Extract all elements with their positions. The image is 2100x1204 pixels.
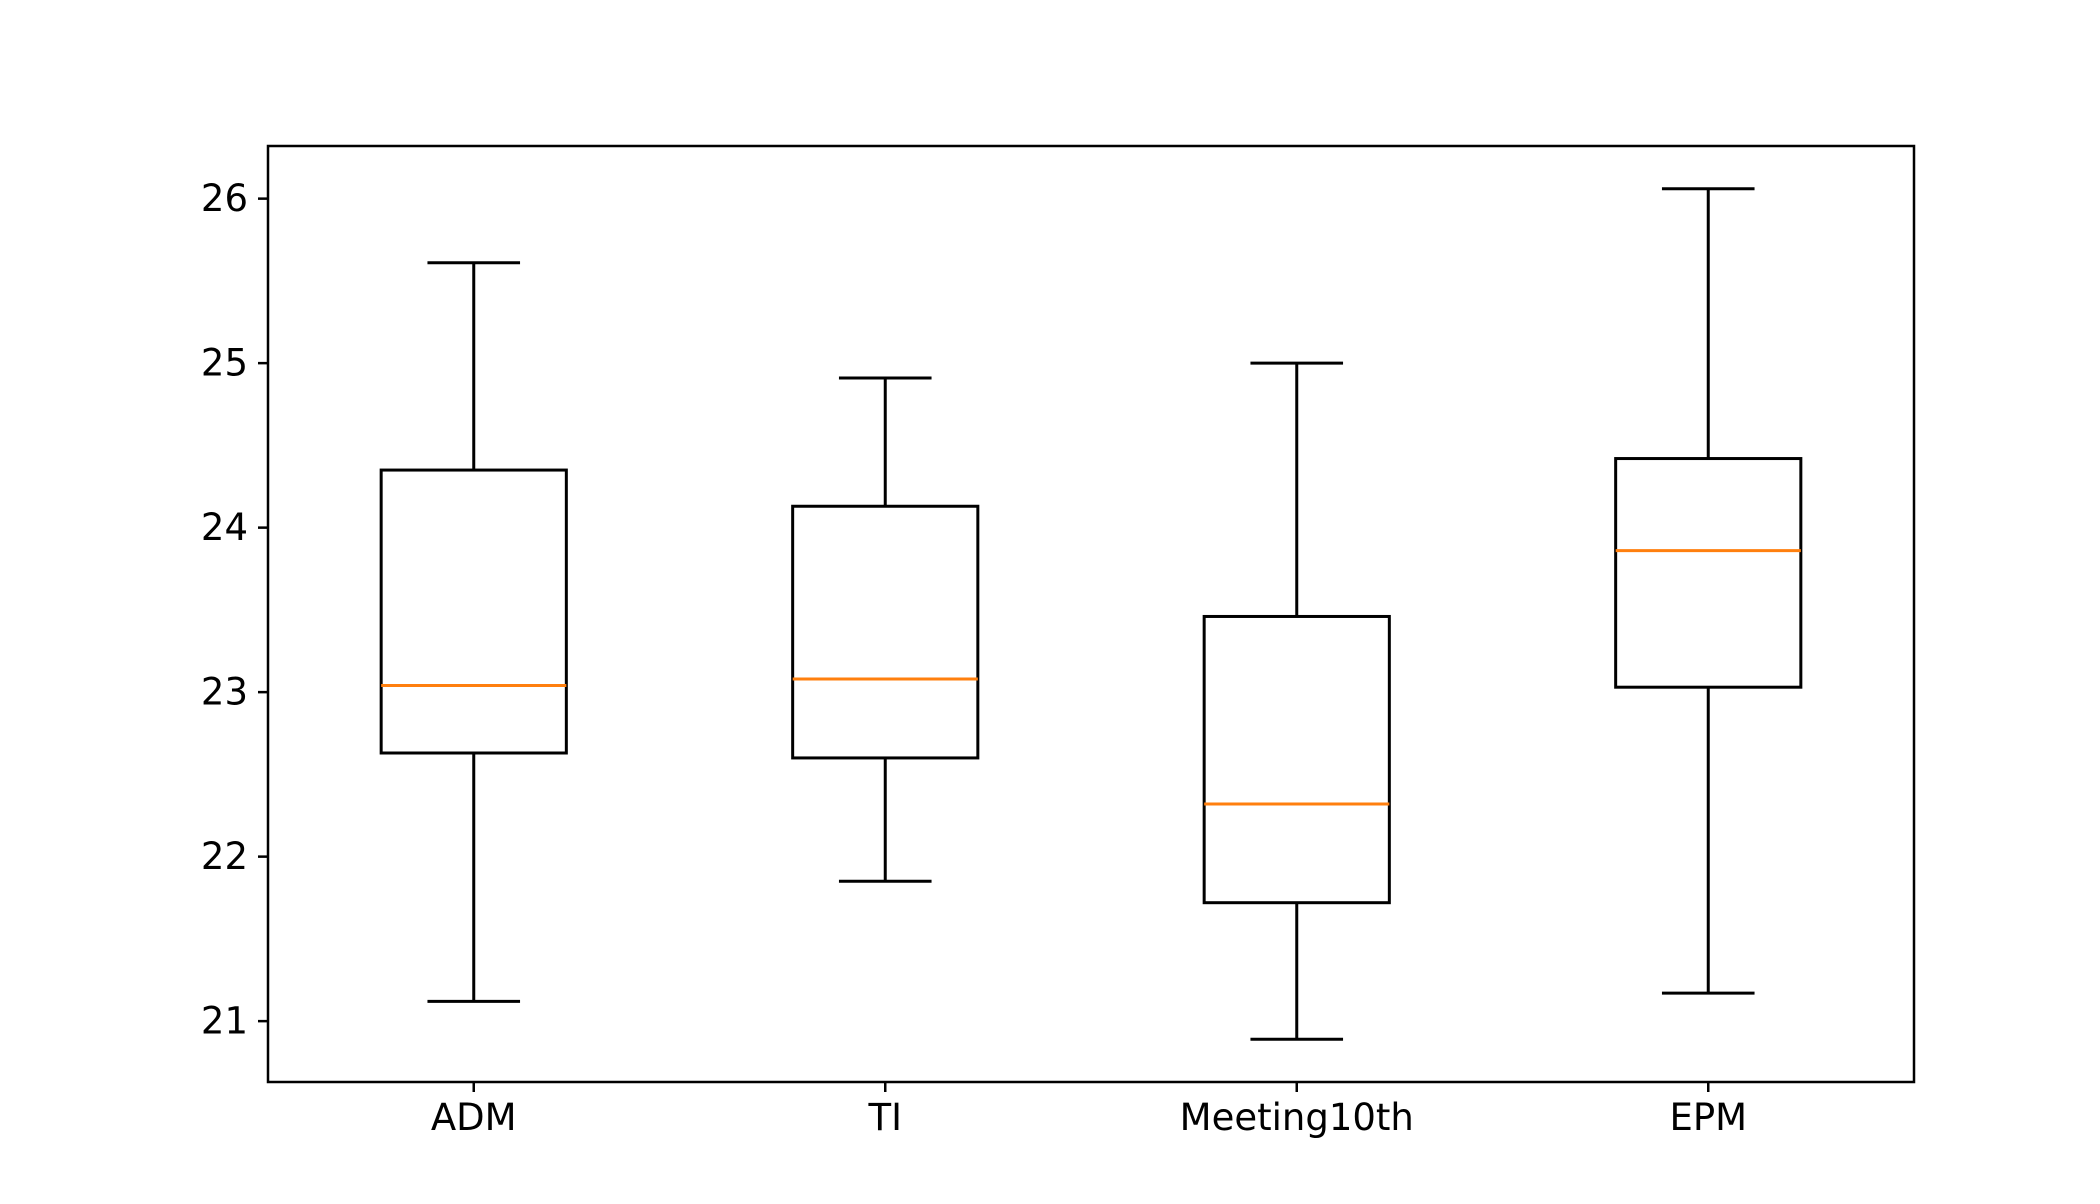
x-axis: ADM TI Meeting10th EPM — [431, 1082, 1747, 1139]
x-tick-label: Meeting10th — [1180, 1096, 1414, 1139]
y-tick-label: 22 — [201, 835, 248, 878]
y-axis: 21 22 23 24 25 26 — [201, 177, 268, 1043]
y-tick-label: 23 — [201, 671, 248, 714]
y-tick-label: 24 — [201, 506, 248, 549]
box-iqr — [1202, 614, 1391, 905]
plot-area-frame — [266, 144, 1916, 1084]
y-tick-label: 21 — [201, 1000, 248, 1043]
box-group-epm — [1614, 187, 1803, 995]
y-tick-label: 26 — [201, 177, 248, 220]
x-tick-label: ADM — [431, 1096, 517, 1139]
box-iqr — [1614, 457, 1803, 689]
box-iqr — [379, 468, 568, 755]
box-group-meeting10th — [1202, 361, 1391, 1041]
x-tick-label: TI — [867, 1096, 902, 1139]
y-tick-label: 25 — [201, 342, 248, 385]
x-tick-label: EPM — [1669, 1096, 1747, 1139]
box-iqr — [791, 504, 980, 760]
box-group-ti — [791, 376, 980, 883]
boxes-layer — [379, 187, 1803, 1041]
box-group-adm — [379, 261, 568, 1003]
